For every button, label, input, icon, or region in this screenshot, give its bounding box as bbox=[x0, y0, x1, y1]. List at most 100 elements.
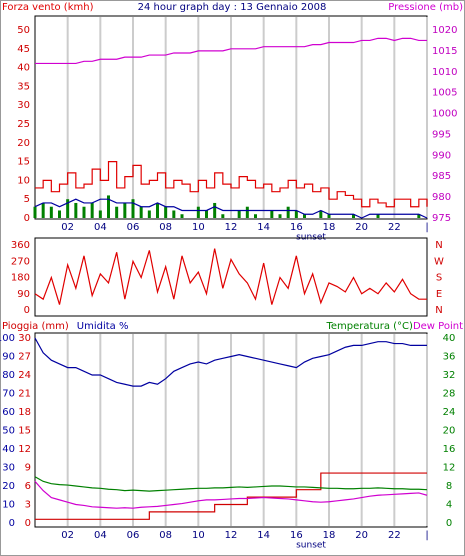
y2-tick-label: E bbox=[436, 289, 442, 300]
y-tick-label: 45 bbox=[17, 44, 30, 55]
y3-tick-label: 9 bbox=[25, 463, 31, 474]
legend-entry: Pressione (mb) bbox=[388, 2, 463, 13]
y2-tick-label: N bbox=[435, 305, 442, 316]
series-line bbox=[35, 472, 427, 520]
x-tick-label: 18 bbox=[323, 530, 336, 541]
y-tick-label: 10 bbox=[17, 175, 30, 186]
y-tick-label: 20 bbox=[2, 481, 15, 492]
y3-tick-label: 0 bbox=[25, 518, 31, 529]
y2-tick-label: 0 bbox=[446, 518, 452, 529]
y3-tick-label: 15 bbox=[18, 426, 31, 437]
legend-entry: Temperatura (°C) bbox=[325, 321, 413, 332]
chart-title: 24 hour graph day : 13 Gennaio 2008 bbox=[138, 2, 327, 13]
y-tick-label: 70 bbox=[2, 389, 15, 400]
y2-tick-label: S bbox=[436, 273, 442, 284]
y2-tick-label: 980 bbox=[432, 192, 451, 203]
y2-tick-label: 8 bbox=[446, 481, 452, 492]
y3-tick-label: 12 bbox=[18, 444, 31, 455]
legend-entry: Pioggia (mm) bbox=[2, 321, 69, 332]
y-tick-label: 90 bbox=[17, 289, 30, 300]
series-line bbox=[35, 37, 427, 65]
plot-area bbox=[34, 237, 428, 317]
y2-tick-label: 1005 bbox=[432, 88, 457, 99]
y2-tick-label: 1000 bbox=[432, 109, 457, 120]
x-tick-label: 18 bbox=[323, 222, 336, 233]
y2-tick-label: 28 bbox=[443, 389, 456, 400]
y-tick-label: 15 bbox=[17, 157, 30, 168]
y-tick-label: 100 bbox=[0, 333, 15, 344]
x-tick-label: 02 bbox=[61, 530, 74, 541]
series-line bbox=[34, 248, 427, 305]
y-tick-label: 360 bbox=[11, 240, 30, 251]
y-tick-label: 80 bbox=[2, 370, 15, 381]
legend-right: Temperatura (°C)Dew Point bbox=[325, 321, 463, 332]
annotation: sunset bbox=[296, 541, 326, 551]
series-line bbox=[34, 198, 428, 219]
y2-tick-label: 1015 bbox=[432, 46, 457, 57]
x-tick-label: 06 bbox=[127, 222, 140, 233]
x-tick-label: 20 bbox=[355, 222, 368, 233]
x-tick-label: 10 bbox=[192, 222, 205, 233]
series-line bbox=[34, 476, 428, 492]
y2-tick-label: 24 bbox=[443, 407, 456, 418]
y3-tick-label: 30 bbox=[18, 333, 31, 344]
y-tick-label: 40 bbox=[17, 63, 30, 74]
y3-tick-label: 6 bbox=[25, 481, 31, 492]
x-tick-label: 22 bbox=[388, 530, 401, 541]
y2-tick-label: 1020 bbox=[432, 25, 457, 36]
y2-tick-label: 1010 bbox=[432, 67, 457, 78]
y-tick-label: 50 bbox=[17, 25, 30, 36]
y-tick-label: 20 bbox=[17, 138, 30, 149]
legend-right: Pressione (mb) bbox=[388, 2, 463, 13]
y2-tick-label: 36 bbox=[443, 352, 456, 363]
y3-tick-label: 27 bbox=[18, 352, 31, 363]
x-tick-label: 16 bbox=[290, 530, 303, 541]
y3-tick-label: 21 bbox=[18, 389, 31, 400]
y-tick-label: 25 bbox=[17, 119, 30, 130]
y2-tick-label: 995 bbox=[432, 129, 451, 140]
x-tick-label: 10 bbox=[192, 530, 205, 541]
legend-entry: Dew Point bbox=[413, 321, 463, 332]
y2-tick-label: 16 bbox=[443, 444, 456, 455]
y-tick-label: 0 bbox=[9, 518, 15, 529]
y-tick-label: 60 bbox=[2, 407, 15, 418]
x-tick-label: 08 bbox=[159, 530, 172, 541]
y-tick-label: 180 bbox=[11, 273, 30, 284]
series-line bbox=[34, 337, 427, 387]
x-tick-label: 16 bbox=[290, 222, 303, 233]
y-tick-label: 30 bbox=[2, 463, 15, 474]
legend-entry: Forza vento (kmh) bbox=[2, 2, 94, 13]
y-tick-label: 0 bbox=[24, 305, 30, 316]
x-tick-label: 12 bbox=[225, 222, 238, 233]
x-tick-label: 06 bbox=[127, 530, 140, 541]
legend-entry: Umidita % bbox=[77, 321, 129, 332]
y2-tick-label: 12 bbox=[443, 463, 456, 474]
y-tick-label: 0 bbox=[24, 213, 30, 224]
y-tick-label: 5 bbox=[24, 194, 30, 205]
y-tick-label: 10 bbox=[2, 500, 15, 511]
y2-tick-label: 32 bbox=[443, 370, 456, 381]
x-tick-label: 04 bbox=[94, 530, 107, 541]
series-line bbox=[34, 480, 428, 509]
x-tick-label: 14 bbox=[257, 530, 270, 541]
x-tick-label: 08 bbox=[159, 222, 172, 233]
legend-left: Pioggia (mm) Umidita % bbox=[2, 321, 128, 332]
y2-tick-label: W bbox=[434, 256, 444, 267]
y-tick-label: 30 bbox=[17, 100, 30, 111]
y-tick-label: 40 bbox=[2, 444, 15, 455]
series-line bbox=[35, 161, 428, 208]
x-tick-label: 02 bbox=[61, 222, 74, 233]
y2-tick-label: N bbox=[435, 240, 442, 251]
x-tick-label: | bbox=[425, 530, 428, 541]
y2-tick-label: 40 bbox=[443, 333, 456, 344]
x-tick-label: 12 bbox=[225, 530, 238, 541]
y-tick-label: 270 bbox=[11, 256, 30, 267]
x-tick-label: 22 bbox=[388, 222, 401, 233]
y2-tick-label: 985 bbox=[432, 171, 451, 182]
y2-tick-label: 20 bbox=[443, 426, 456, 437]
y3-tick-label: 24 bbox=[18, 370, 31, 381]
x-tick-label: 14 bbox=[257, 222, 270, 233]
y3-tick-label: 3 bbox=[25, 500, 31, 511]
y-tick-label: 35 bbox=[17, 81, 30, 92]
